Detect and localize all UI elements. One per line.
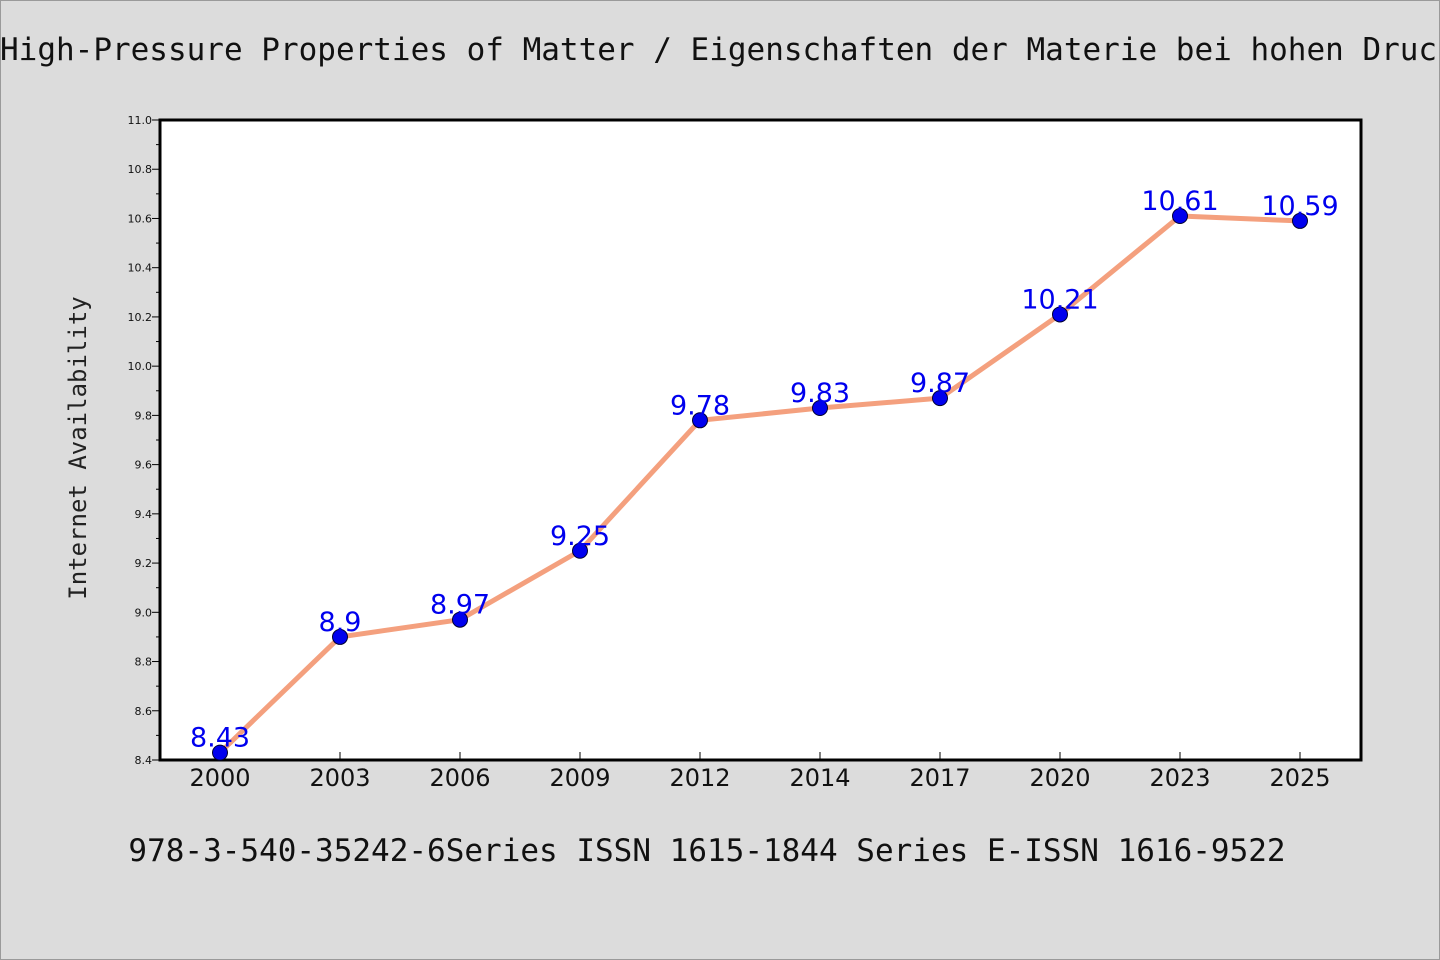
y-tick-label: 8.4	[135, 754, 153, 767]
page-title: High-Pressure Properties of Matter / Eig…	[0, 32, 1440, 68]
y-tick-label: 8.6	[135, 705, 153, 718]
y-tick-label: 9.2	[135, 557, 153, 570]
data-label: 10.59	[1261, 191, 1338, 222]
y-tick-label: 11.0	[128, 114, 153, 127]
y-tick-label: 9.8	[135, 409, 153, 422]
y-tick-label: 9.0	[135, 606, 153, 619]
data-label: 9.25	[550, 521, 610, 552]
data-labels: 8.43 8.9 8.97 9.25 9.78 9.83 9.87 10.21 10.61 10.…	[190, 186, 1339, 754]
series-line	[217, 213, 1303, 756]
data-point	[452, 611, 468, 628]
data-point	[1052, 306, 1068, 323]
series-markers	[212, 208, 1308, 761]
data-label: 10.21	[1021, 284, 1098, 315]
y-axis: 8.4 8.6 8.8 9.0 9.2 9.4 9.6 9.8 10.0 10.2 10.4 10.6…	[128, 114, 160, 767]
data-point	[812, 400, 828, 416]
y-tick-label: 10.2	[128, 311, 153, 324]
x-tick-label: 2006	[429, 764, 490, 792]
x-tick-label: 2020	[1029, 764, 1090, 792]
x-tick-label: 2000	[189, 764, 250, 792]
plot-background	[158, 118, 1363, 762]
y-axis-label: Internet Availability	[64, 296, 92, 599]
data-label: 8.97	[430, 590, 490, 621]
footer-isbn-text: 978-3-540-35242-6Series ISSN 1615-1844 S…	[128, 833, 1286, 869]
x-tick-label: 2003	[309, 764, 370, 792]
y-tick-label: 8.8	[135, 656, 153, 669]
y-tick-label: 9.6	[135, 459, 153, 472]
data-point	[1172, 208, 1188, 224]
data-point	[212, 744, 228, 761]
data-point	[932, 390, 948, 407]
x-tick-label: 2023	[1149, 764, 1210, 792]
data-point	[572, 542, 588, 559]
x-tick-label: 2017	[909, 764, 970, 792]
y-tick-label: 10.8	[128, 163, 153, 176]
y-tick-label: 9.4	[135, 508, 153, 521]
data-label: 8.9	[319, 607, 362, 638]
x-axis: 2000 2003 2006 2009 2012 2014 2017 2020 2023 2025	[189, 752, 1331, 792]
data-label: 9.83	[790, 378, 850, 409]
data-point	[1292, 212, 1308, 229]
x-tick-label: 2014	[789, 764, 850, 792]
x-tick-label: 2025	[1269, 764, 1330, 792]
x-tick-label: 2012	[669, 764, 730, 792]
y-tick-label: 10.6	[128, 212, 153, 225]
data-label: 8.43	[190, 723, 250, 754]
y-tick-label: 10.0	[128, 360, 153, 373]
data-point	[692, 412, 708, 429]
data-label: 9.87	[910, 368, 970, 399]
data-point	[332, 628, 348, 645]
series-polyline	[217, 213, 1303, 756]
y-tick-label: 10.4	[128, 262, 153, 275]
plot-area	[158, 118, 1363, 762]
data-label: 9.78	[670, 390, 730, 421]
data-label: 10.61	[1141, 186, 1218, 217]
x-tick-label: 2009	[549, 764, 610, 792]
